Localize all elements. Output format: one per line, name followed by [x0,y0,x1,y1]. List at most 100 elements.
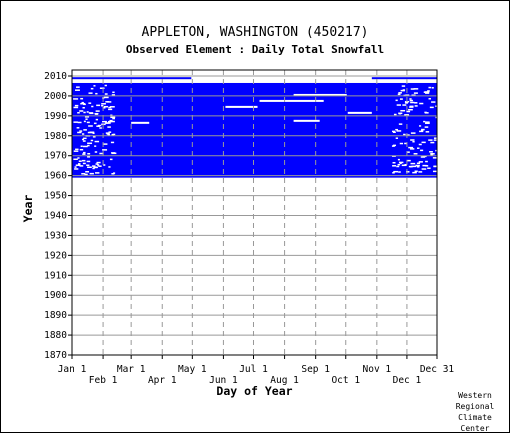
data-gap-speck [432,170,438,173]
data-gap-speck [414,102,418,104]
x-tick-label: Dec 31 [420,364,455,375]
data-gap-speck [79,110,84,112]
data-gap-bar [259,99,324,102]
data-gap-speck [86,111,89,113]
data-gap-speck [425,160,428,163]
data-gap-speck [396,165,400,168]
data-gap-speck [104,84,107,87]
data-gap-speck [410,148,415,150]
data-gap-speck [81,173,86,175]
data-gap-bar [293,93,347,96]
data-gap-speck [90,87,94,90]
data-gap-speck [404,142,407,145]
data-gap-speck [81,159,86,162]
y-tick-label: 1920 [44,250,67,261]
data-gap-speck [88,92,93,94]
data-gap-speck [401,85,406,87]
data-gap-speck [81,138,85,141]
data-gap-speck [96,104,101,107]
data-gap-speck [84,116,90,118]
data-gap-speck [422,164,427,167]
data-gap-speck [98,165,102,167]
data-gap-speck [80,97,84,100]
credit-line-1: Western [458,391,492,400]
data-gap-bar [225,105,258,108]
data-gap-speck [95,163,99,165]
data-gap-speck [91,105,94,108]
data-gap-speck [413,92,418,94]
data-gap-speck [418,171,423,173]
data-gap-speck [106,101,112,103]
x-tick-label: Jun 1 [209,375,238,386]
data-gap-speck [420,156,426,158]
data-gap-speck [425,122,430,125]
data-gap-speck [392,130,396,133]
data-gap-speck [393,113,397,116]
data-gap-speck [107,134,110,136]
data-gap-speck [404,114,409,116]
data-gap-speck [399,162,402,164]
data-gap-speck [433,139,439,141]
credit-line-2: Regional [455,402,495,411]
observed-block [72,82,437,178]
data-gap-speck [391,145,395,147]
data-gap-speck [77,157,80,159]
data-gap-speck [87,142,93,145]
data-gap-speck [79,130,83,132]
data-gap-speck [395,99,398,102]
data-gap-speck [406,134,410,136]
data-gap-speck [94,140,100,143]
data-gap-speck [81,133,85,135]
data-gap-speck [428,86,432,89]
data-gap-speck [83,137,87,140]
data-gap-speck [409,99,413,102]
x-tick-label: Nov 1 [363,364,392,375]
plot-data [72,77,441,178]
data-gap-speck [410,101,415,104]
credit-line-4: Center [460,424,490,433]
data-gap-speck [95,118,99,121]
data-gap-speck [414,105,418,107]
data-gap-speck [82,162,86,165]
wrcc-credit: Western Regional Climate Center [445,390,505,434]
data-gap-speck [93,122,97,125]
data-gap-speck [398,171,401,173]
data-gap-speck [110,141,115,144]
data-gap-speck [425,121,430,123]
data-gap-speck [433,137,438,139]
data-gap-speck [410,88,415,90]
data-gap-speck [398,161,404,164]
data-gap-speck [83,120,86,123]
data-gap-speck [433,165,438,168]
data-gap-speck [82,153,86,155]
data-gap-speck [417,147,420,149]
data-gap-speck [435,149,438,152]
data-gap-speck [408,165,412,168]
x-axis: Jan 1 Mar 1 May 1 Jul 1 Sep 1 Nov 1 Dec 31 Feb … [58,355,455,386]
data-gap-speck [73,98,79,100]
data-gap-speck [111,173,115,175]
data-gap-speck [419,102,424,105]
data-gap-bar [293,119,320,122]
data-gap-speck [92,132,95,135]
data-gap-speck [93,85,96,87]
x-tick-label: May 1 [178,364,207,375]
data-gap-speck [77,163,81,165]
data-gap-speck [393,170,399,173]
data-gap-speck [95,172,100,174]
data-gap-speck [76,86,80,88]
x-tick-label: Dec 1 [393,375,422,386]
data-gap-speck [418,161,423,163]
data-gap-speck [94,151,98,153]
data-gap-speck [430,141,435,144]
data-gap-speck [111,152,117,155]
data-gap-speck [412,140,415,143]
data-gap-speck [92,167,95,170]
data-gap-speck [82,107,85,109]
data-gap-speck [424,111,427,114]
data-gap-speck [419,130,424,133]
data-gap-speck [397,93,401,96]
data-gap-speck [399,142,403,145]
data-gap-speck [74,168,79,170]
data-gap-speck [94,112,99,115]
